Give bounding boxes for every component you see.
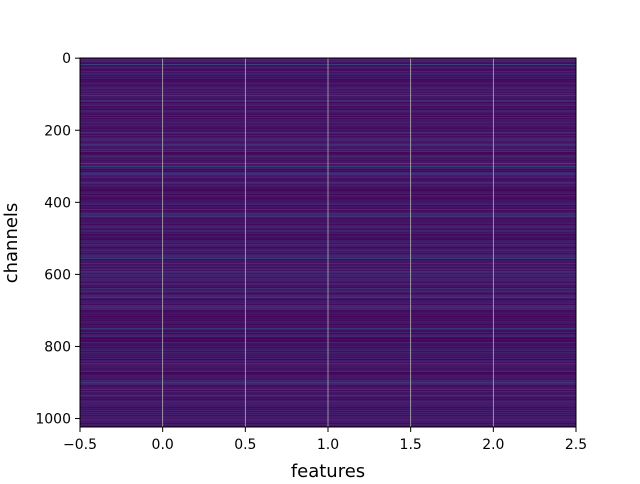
y-tick-label: 200	[44, 123, 71, 139]
x-tick-label: 2.0	[482, 437, 504, 453]
x-axis-ticks: −0.5 0.0 0.5 1.0 1.5 2.0 2.5	[63, 427, 587, 453]
x-axis-label: features	[291, 461, 365, 480]
y-tick-label: 800	[44, 339, 71, 355]
y-axis-ticks: 0 200 400 600 800 1000	[35, 51, 80, 427]
x-tick-label: 1.0	[317, 437, 339, 453]
y-axis-label: channels	[1, 203, 22, 284]
x-tick-label: 2.5	[565, 437, 587, 453]
x-tick-label: −0.5	[63, 437, 97, 453]
y-tick-label: 1000	[35, 412, 71, 428]
x-tick-label: 1.5	[400, 437, 422, 453]
y-tick-label: 400	[44, 195, 71, 211]
x-tick-label: 0.5	[234, 437, 256, 453]
x-tick-label: 0.0	[152, 437, 174, 453]
y-tick-label: 0	[62, 51, 71, 67]
y-tick-label: 600	[44, 267, 71, 283]
